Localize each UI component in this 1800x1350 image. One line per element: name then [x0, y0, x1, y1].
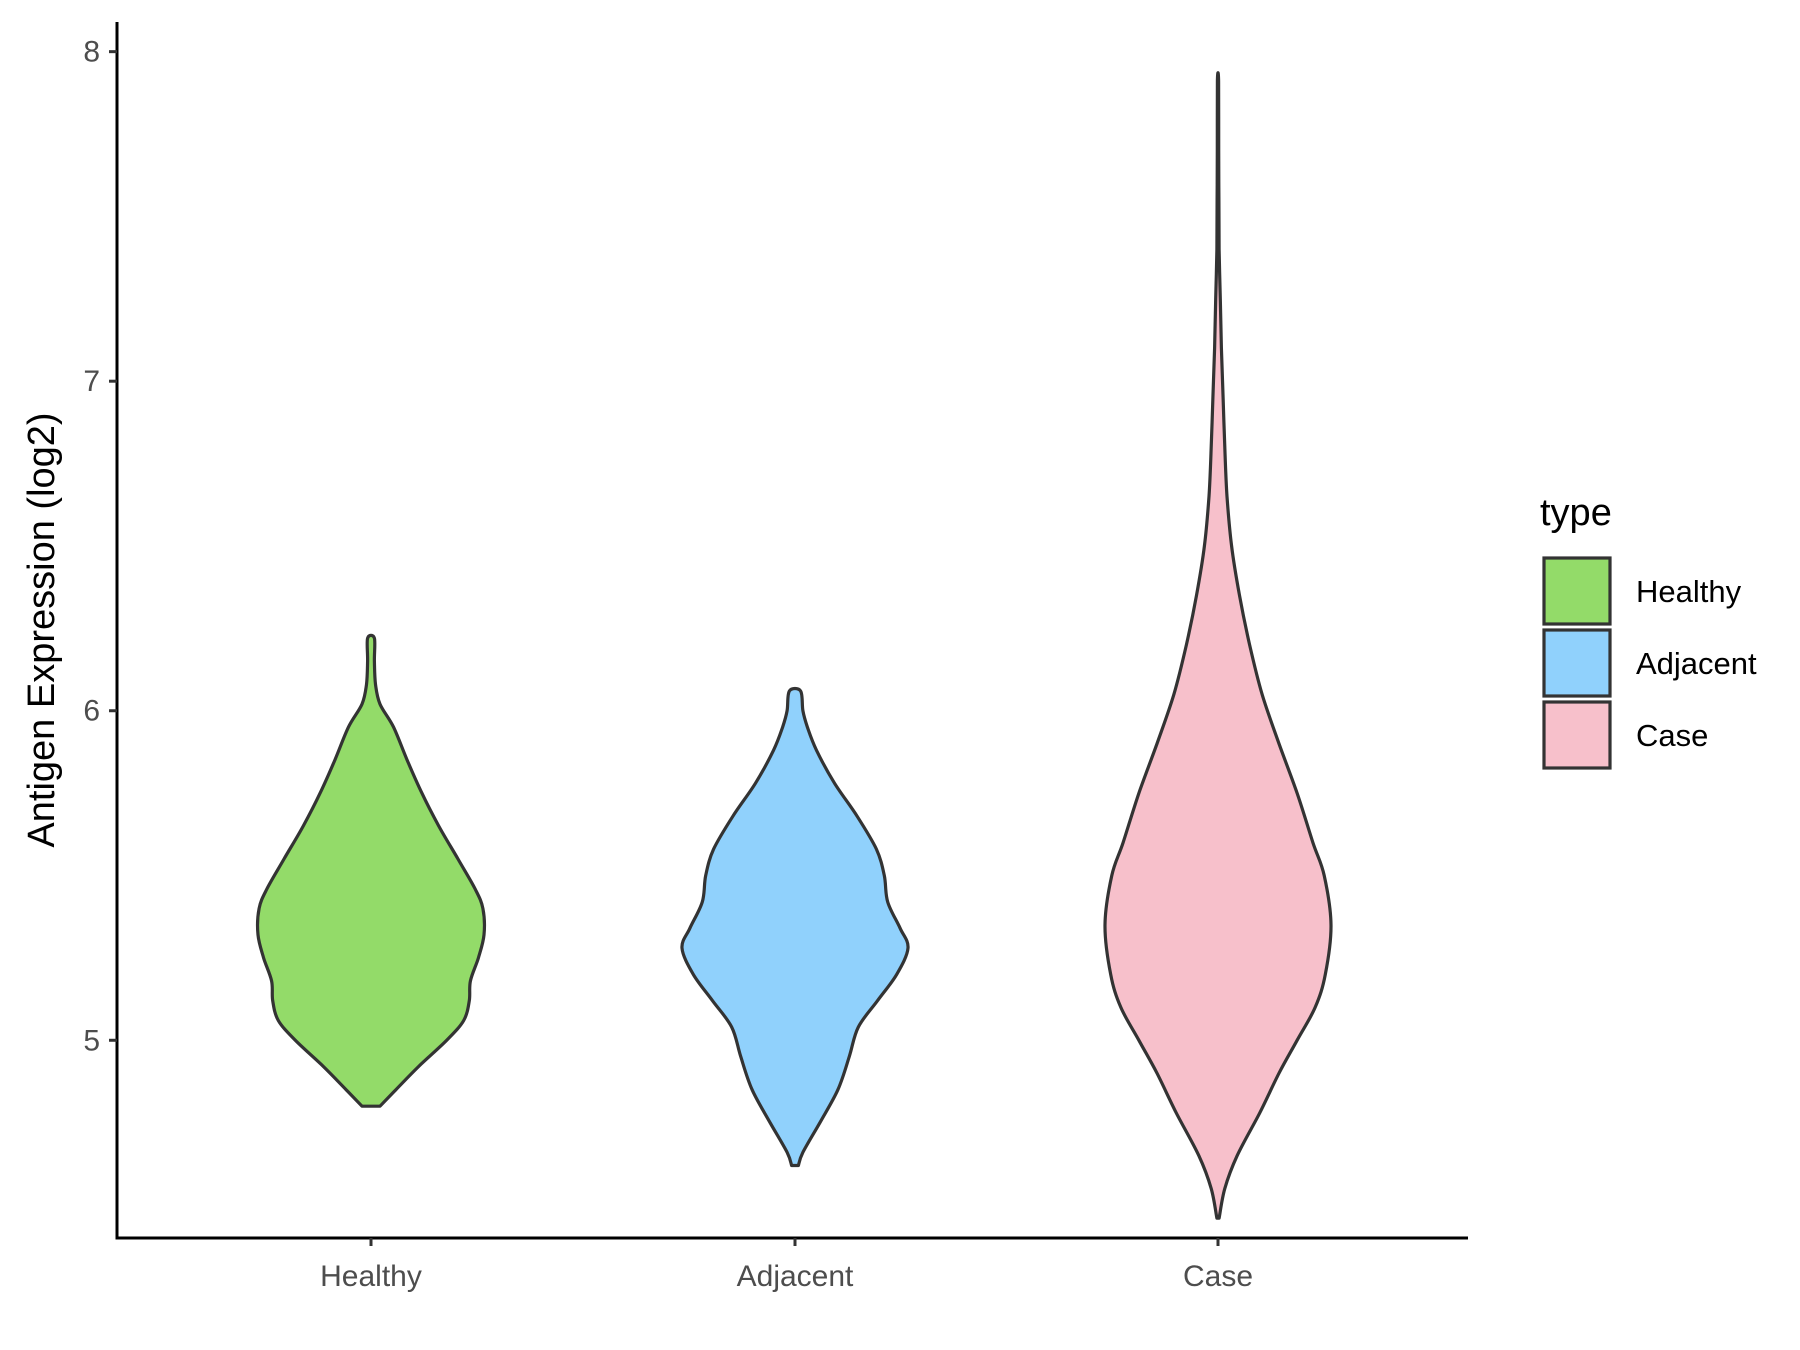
legend-label-case: Case	[1636, 718, 1708, 753]
x-ticks-group: Healthy Adjacent Case	[320, 1238, 1253, 1293]
legend-key-healthy	[1542, 556, 1612, 626]
violins-group	[256, 71, 1333, 1220]
y-ticks-group: 5 6 7 8	[83, 36, 117, 1057]
x-tick-label: Case	[1183, 1260, 1253, 1293]
legend-label-adjacent: Adjacent	[1636, 646, 1757, 681]
violin-adjacent	[680, 686, 910, 1168]
y-tick-label: 5	[83, 1024, 100, 1057]
legend-key-case	[1542, 700, 1612, 770]
legend: type Healthy Adjacent Case	[1540, 492, 1757, 770]
y-tick-label: 8	[83, 36, 100, 69]
y-tick-label: 7	[83, 365, 100, 398]
legend-title: type	[1540, 492, 1612, 534]
legend-key-adjacent	[1542, 628, 1612, 698]
x-tick-label: Adjacent	[737, 1260, 854, 1293]
y-tick-label: 6	[83, 695, 100, 728]
violin-case	[1103, 71, 1333, 1220]
x-tick-label: Healthy	[320, 1260, 422, 1293]
y-axis-title: Antigen Expression (log2)	[21, 412, 63, 847]
violin-healthy	[256, 633, 486, 1108]
legend-label-healthy: Healthy	[1636, 574, 1742, 609]
